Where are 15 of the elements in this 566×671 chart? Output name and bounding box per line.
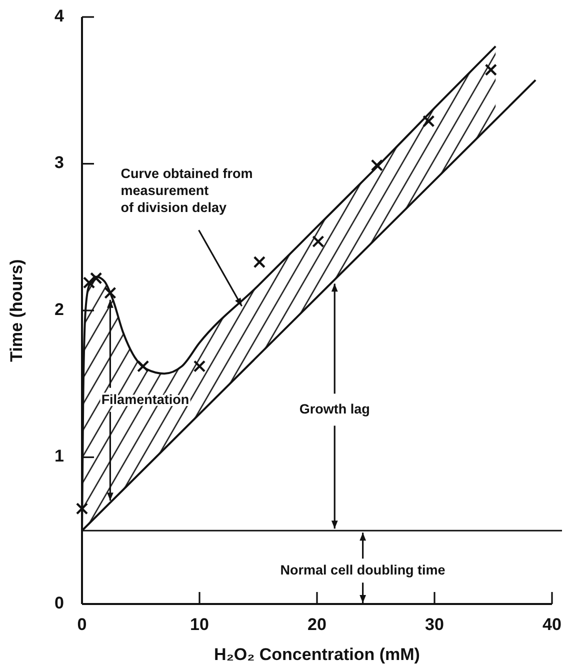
x-tick-label: 40 [542, 615, 562, 634]
y-tick-label: 0 [54, 593, 64, 612]
annotation: Curve obtained from measurement of division delay [120, 166, 253, 216]
y-axis-title: Time (hours) [7, 259, 26, 362]
y-tick-label: 2 [54, 300, 64, 319]
y-tick-label: 1 [54, 446, 64, 466]
annotation: Normal cell doubling time [280, 562, 446, 578]
y-tick-label: 3 [54, 153, 64, 172]
x-axis-title: H₂O₂ Concentration (mM) [214, 645, 420, 664]
y-tick-label: 4 [54, 6, 65, 26]
x-tick-label: 20 [308, 615, 326, 634]
x-tick-label: 0 [77, 615, 87, 634]
x-tick-label: 10 [190, 615, 209, 634]
annotation: Growth lag [299, 401, 370, 416]
x-tick-label: 30 [425, 615, 444, 634]
